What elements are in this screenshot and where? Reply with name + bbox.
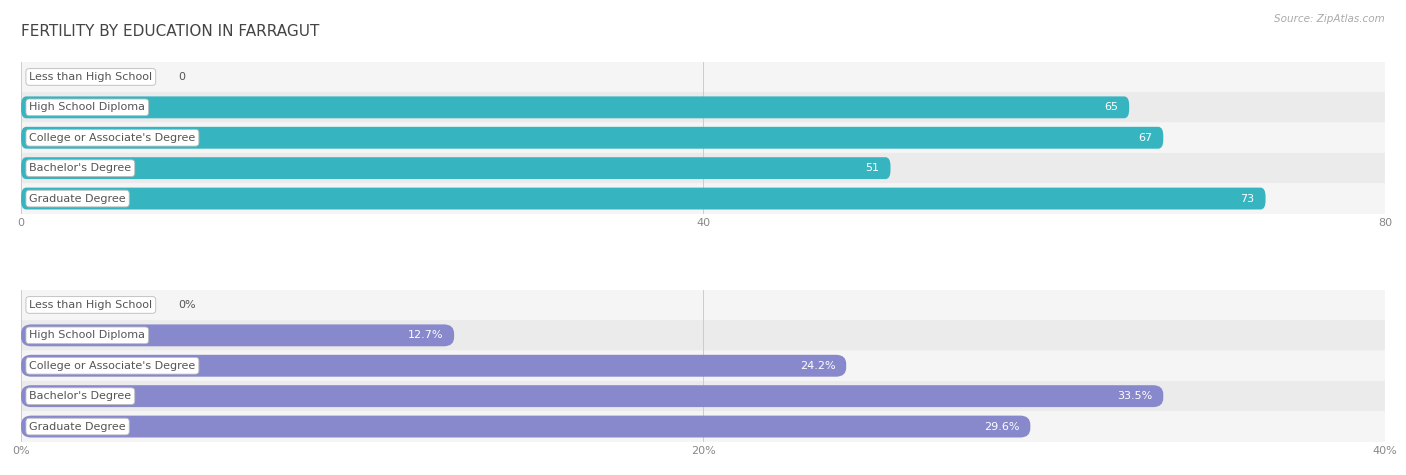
- FancyBboxPatch shape: [21, 153, 1385, 183]
- FancyBboxPatch shape: [21, 127, 1163, 149]
- FancyBboxPatch shape: [21, 411, 1385, 442]
- Text: Graduate Degree: Graduate Degree: [30, 193, 127, 204]
- Text: 67: 67: [1139, 133, 1153, 143]
- FancyBboxPatch shape: [21, 385, 1163, 407]
- Text: 29.6%: 29.6%: [984, 421, 1019, 432]
- Text: College or Associate's Degree: College or Associate's Degree: [30, 133, 195, 143]
- Text: College or Associate's Degree: College or Associate's Degree: [30, 361, 195, 371]
- FancyBboxPatch shape: [21, 290, 1385, 320]
- FancyBboxPatch shape: [21, 123, 1385, 153]
- Text: 0: 0: [179, 72, 186, 82]
- Text: Less than High School: Less than High School: [30, 72, 152, 82]
- Text: 65: 65: [1104, 102, 1118, 113]
- Text: 0%: 0%: [179, 300, 195, 310]
- Text: 51: 51: [866, 163, 880, 173]
- Text: 33.5%: 33.5%: [1118, 391, 1153, 401]
- Text: Bachelor's Degree: Bachelor's Degree: [30, 391, 131, 401]
- Text: Bachelor's Degree: Bachelor's Degree: [30, 163, 131, 173]
- FancyBboxPatch shape: [21, 416, 1031, 437]
- Text: FERTILITY BY EDUCATION IN FARRAGUT: FERTILITY BY EDUCATION IN FARRAGUT: [21, 24, 319, 39]
- FancyBboxPatch shape: [21, 351, 1385, 381]
- FancyBboxPatch shape: [21, 188, 1265, 209]
- Text: High School Diploma: High School Diploma: [30, 330, 145, 341]
- FancyBboxPatch shape: [21, 62, 1385, 92]
- Text: Source: ZipAtlas.com: Source: ZipAtlas.com: [1274, 14, 1385, 24]
- FancyBboxPatch shape: [21, 157, 890, 179]
- FancyBboxPatch shape: [21, 320, 1385, 351]
- Text: High School Diploma: High School Diploma: [30, 102, 145, 113]
- FancyBboxPatch shape: [21, 381, 1385, 411]
- FancyBboxPatch shape: [21, 324, 454, 346]
- Text: Less than High School: Less than High School: [30, 300, 152, 310]
- FancyBboxPatch shape: [21, 92, 1385, 123]
- Text: 24.2%: 24.2%: [800, 361, 835, 371]
- Text: 12.7%: 12.7%: [408, 330, 443, 341]
- Text: Graduate Degree: Graduate Degree: [30, 421, 127, 432]
- FancyBboxPatch shape: [21, 183, 1385, 214]
- FancyBboxPatch shape: [21, 96, 1129, 118]
- Text: 73: 73: [1240, 193, 1254, 204]
- FancyBboxPatch shape: [21, 355, 846, 377]
